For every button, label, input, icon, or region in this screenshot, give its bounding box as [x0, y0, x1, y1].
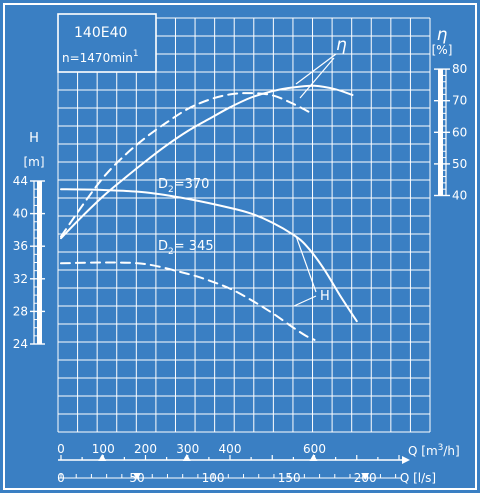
- leader-h-dashed: [293, 295, 317, 307]
- leader-eta-solid: [295, 53, 337, 85]
- outer-frame: [3, 3, 477, 490]
- eta-axis-tick-label: 80: [452, 62, 467, 76]
- q-m3h-axis-tick-label: 200: [134, 442, 157, 456]
- q-m3h-axis-tick-label: 600: [303, 442, 326, 456]
- head-axis-tick-label: 36: [13, 239, 28, 253]
- q-m3h-axis-tick-label: 0: [57, 442, 65, 456]
- curves: [60, 84, 358, 341]
- head-axis-tick-label: 24: [13, 337, 28, 351]
- head-axis-tick-label: 44: [13, 174, 28, 188]
- q-ls-axis-label: Q [l/s]: [400, 471, 436, 485]
- q-m3h-axis-marker: [98, 454, 107, 461]
- title-box: [57, 13, 157, 73]
- q-ls-axis-marker: [361, 473, 370, 480]
- axes: 2428323640444050607080010020030040060005…: [13, 62, 468, 485]
- curve-h-345: [60, 261, 316, 341]
- head-axis-label: H: [29, 131, 39, 146]
- q-m3h-axis-marker: [182, 454, 191, 461]
- curve-label-eta: η: [336, 35, 347, 55]
- head-axis-tick-label: 28: [13, 304, 28, 318]
- head-axis-tick-label: 40: [13, 207, 28, 221]
- chart-title: 140E40: [74, 25, 127, 41]
- q-m3h-axis-tick-label: 300: [176, 442, 199, 456]
- curve-label-head: H: [320, 289, 330, 304]
- q-ls-axis-tick-label: 0: [57, 471, 65, 485]
- head-axis-unit: [m]: [23, 155, 44, 169]
- curve-label-d2-370: D2=370: [158, 177, 209, 195]
- head-axis-tick-label: 32: [13, 272, 28, 286]
- eta-axis-label: η: [437, 25, 448, 45]
- head-axis-bar: [37, 181, 42, 344]
- q-m3h-axis-label: Q [m3/h]: [408, 443, 460, 458]
- q-m3h-axis-tick-label: 100: [92, 442, 115, 456]
- curve-eta-345: [60, 92, 312, 238]
- eta-axis-tick-label: 50: [452, 157, 467, 171]
- speed-exponent: 1: [133, 49, 139, 59]
- curve-label-d2-345: D2= 345: [158, 239, 214, 257]
- q-ls-axis-tick-label: 100: [202, 471, 225, 485]
- q-m3h-axis-marker: [309, 454, 318, 461]
- eta-axis-unit: [%]: [432, 43, 453, 57]
- q-ls-axis-tick-label: 150: [278, 471, 301, 485]
- q-ls-axis-marker: [133, 473, 142, 480]
- q-m3h-axis-tick-label: 400: [219, 442, 242, 456]
- speed-value: n=1470min: [62, 51, 133, 65]
- leader-eta-dashed: [299, 57, 335, 99]
- speed-label: n=1470min1: [62, 49, 139, 65]
- curve-eta-370: [60, 84, 354, 240]
- eta-axis-tick-label: 70: [452, 94, 467, 108]
- q-m3h-axis-arrow: [402, 456, 410, 464]
- curve-h-370: [60, 188, 358, 323]
- leader-h-solid: [295, 235, 317, 293]
- eta-axis-tick-label: 40: [452, 189, 467, 203]
- eta-axis-tick-label: 60: [452, 125, 467, 139]
